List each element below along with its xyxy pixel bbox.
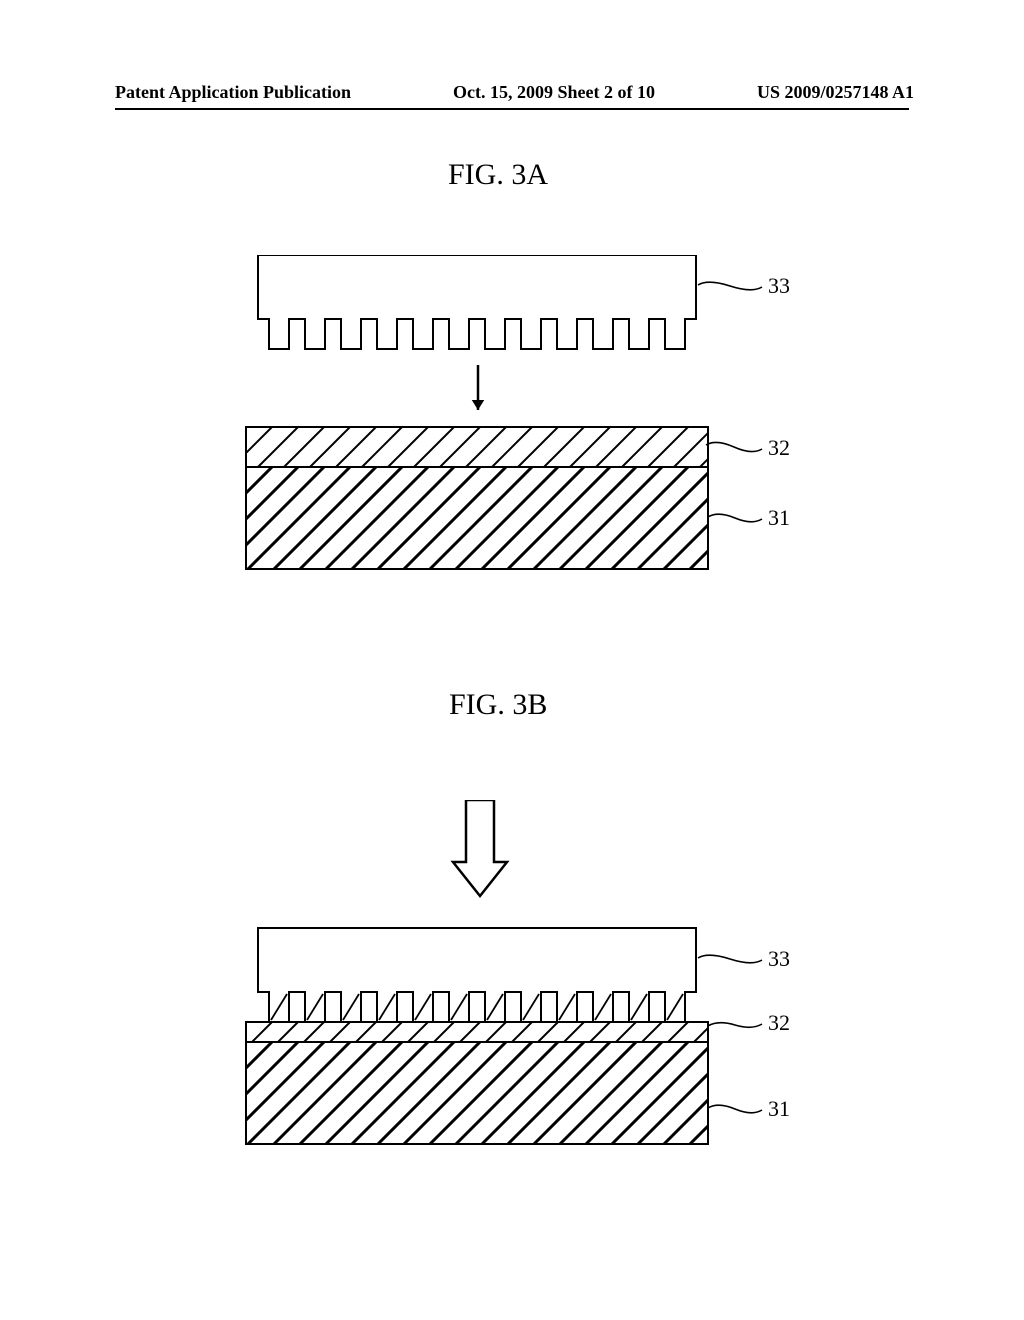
ref-label-33: 33 xyxy=(768,273,790,299)
figure-3a-title: FIG. 3A xyxy=(448,158,548,192)
header-right: US 2009/0257148 A1 xyxy=(757,82,914,103)
header-left: Patent Application Publication xyxy=(115,82,351,103)
figure-3a: 33 32 31 xyxy=(0,255,1024,555)
ref-label-32: 32 xyxy=(768,435,790,461)
ref-label-31: 31 xyxy=(768,1096,790,1122)
figure-3b-svg xyxy=(0,800,1024,1200)
figure-3b-title: FIG. 3B xyxy=(449,688,547,722)
page-header: Patent Application Publication Oct. 15, … xyxy=(0,82,1024,103)
ref-label-31: 31 xyxy=(768,505,790,531)
figure-3a-svg xyxy=(0,255,1024,585)
figure-3b: 33 32 31 xyxy=(0,800,1024,1200)
ref-label-32: 32 xyxy=(768,1010,790,1036)
ref-label-33: 33 xyxy=(768,946,790,972)
header-rule xyxy=(115,108,909,110)
header-center: Oct. 15, 2009 Sheet 2 of 10 xyxy=(453,82,655,103)
